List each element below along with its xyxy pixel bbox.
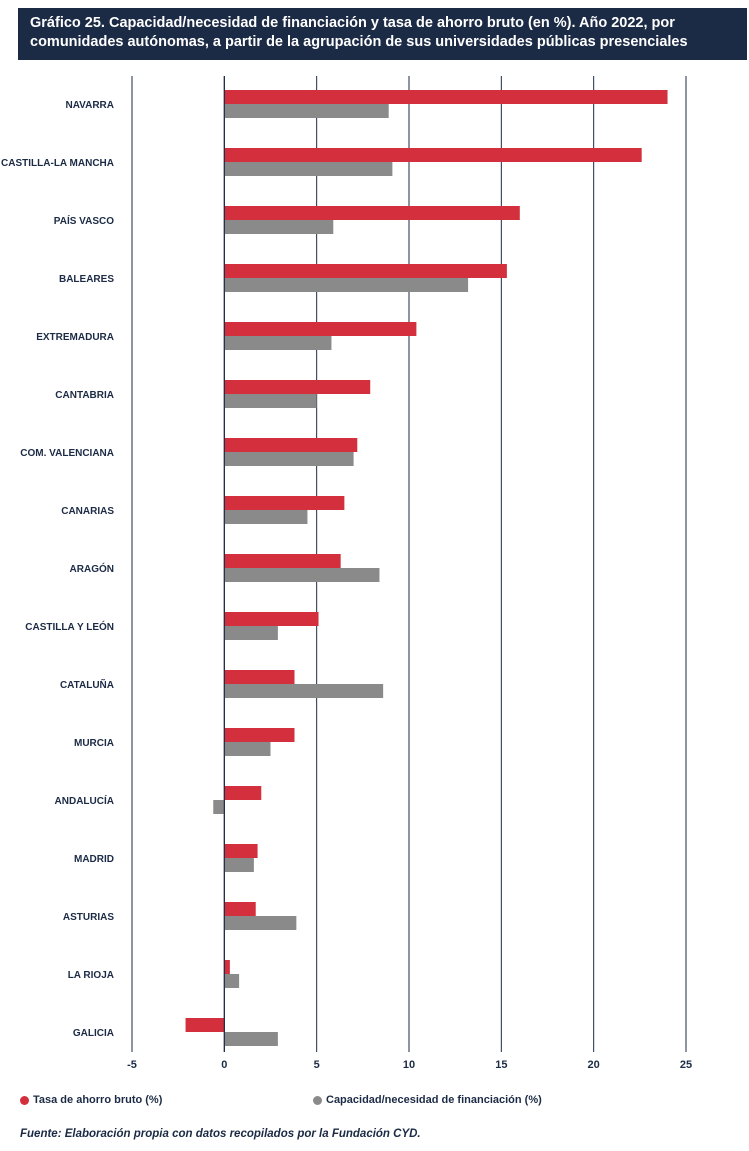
bar-capacidad (213, 800, 225, 814)
bar-tasa-ahorro (224, 902, 256, 916)
category-label: CANARIAS (61, 506, 114, 517)
bar-capacidad (224, 394, 317, 408)
x-tick-label: 25 (680, 1059, 692, 1071)
bar-capacidad (224, 452, 354, 466)
x-tick-label: 20 (588, 1059, 600, 1071)
bar-capacidad (224, 336, 332, 350)
category-label: ASTURIAS (63, 912, 114, 923)
bar-capacidad (224, 684, 384, 698)
bar-tasa-ahorro (224, 206, 520, 220)
bar-capacidad (224, 974, 240, 988)
bar-chart: -5 0 5 10 15 20 25 NAVARRA CASTILLA-LA MANCHA PAÍ… (1, 76, 692, 1071)
bar-capacidad (224, 510, 308, 524)
bar-tasa-ahorro (224, 844, 258, 858)
x-tick-label: -5 (127, 1059, 137, 1071)
category-label: CASTILLA Y LEÓN (25, 620, 114, 633)
bar-tasa-ahorro (224, 786, 262, 800)
source-note: Fuente: Elaboración propia con datos rec… (20, 1128, 421, 1140)
category-label: MURCIA (74, 738, 114, 749)
bar-capacidad (224, 742, 271, 756)
legend-item-capacidad: Capacidad/necesidad de financiación (%) (313, 1094, 542, 1106)
chart-title-banner: Gráfico 25. Capacidad/necesidad de finan… (18, 8, 747, 60)
chart-title-line-2: comunidades autónomas, a partir de la ag… (30, 34, 688, 50)
bar-tasa-ahorro (224, 496, 345, 510)
legend-label-tasa-ahorro: Tasa de ahorro bruto (%) (33, 1094, 163, 1106)
bar-tasa-ahorro (224, 438, 358, 452)
bar-tasa-ahorro (224, 148, 642, 162)
category-label: BALEARES (59, 274, 114, 285)
bar-tasa-ahorro (224, 380, 371, 394)
bar-capacidad (224, 626, 278, 640)
category-label: CASTILLA-LA MANCHA (1, 158, 114, 169)
category-label: MADRID (74, 854, 114, 865)
x-tick-label: 15 (495, 1059, 507, 1071)
category-label: ANDALUCÍA (55, 794, 114, 807)
category-label: PAÍS VASCO (54, 214, 114, 227)
bar-capacidad (224, 1032, 278, 1046)
legend-label-capacidad: Capacidad/necesidad de financiación (%) (326, 1094, 542, 1106)
bar-tasa-ahorro (224, 670, 295, 684)
legend-swatch-red (20, 1095, 29, 1105)
category-label: CANTABRIA (55, 390, 114, 401)
bar-tasa-ahorro (224, 322, 417, 336)
bar-capacidad (224, 568, 380, 582)
x-tick-label: 0 (221, 1059, 227, 1071)
bar-tasa-ahorro (224, 728, 295, 742)
category-label: EXTREMADURA (36, 332, 114, 343)
bar-capacidad (224, 104, 389, 118)
x-tick-label: 10 (403, 1059, 415, 1071)
category-label: CATALUÑA (60, 678, 114, 691)
legend-item-tasa-ahorro: Tasa de ahorro bruto (%) (20, 1094, 162, 1106)
category-label: NAVARRA (65, 100, 114, 111)
bar-tasa-ahorro (185, 1018, 225, 1032)
bar-capacidad (224, 162, 393, 176)
bar-capacidad (224, 858, 254, 872)
bar-tasa-ahorro (224, 264, 507, 278)
category-label: ARAGÓN (70, 562, 114, 575)
x-tick-label: 5 (314, 1059, 320, 1071)
bar-capacidad (224, 220, 334, 234)
chart-title-line-1: Gráfico 25. Capacidad/necesidad de finan… (30, 15, 675, 31)
bar-tasa-ahorro (224, 960, 230, 974)
bar-tasa-ahorro (224, 90, 668, 104)
bar-tasa-ahorro (224, 554, 341, 568)
bar-capacidad (224, 916, 297, 930)
legend-swatch-gray (313, 1095, 322, 1105)
bar-tasa-ahorro (224, 612, 319, 626)
category-label: GALICIA (73, 1028, 114, 1039)
category-label: LA RIOJA (68, 970, 114, 981)
category-label: COM. VALENCIANA (20, 448, 114, 459)
bar-capacidad (224, 278, 469, 292)
